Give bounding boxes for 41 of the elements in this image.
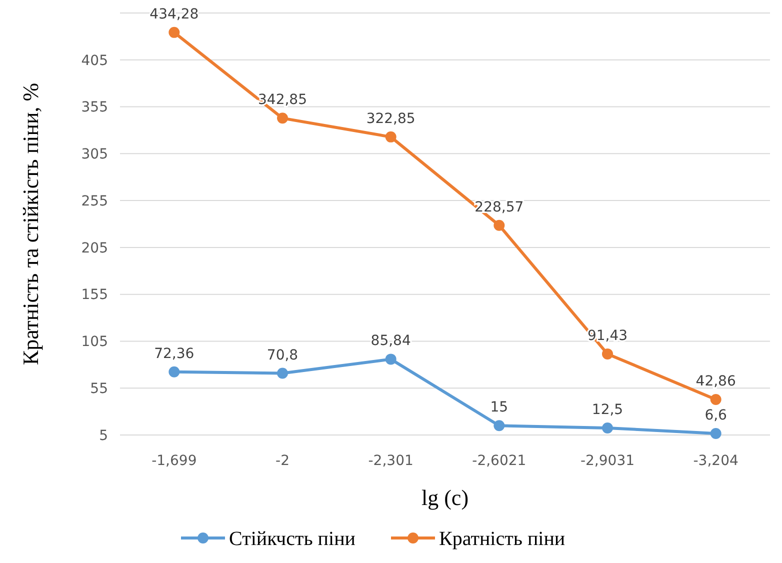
- data-label: 12,5: [592, 402, 624, 418]
- point: [602, 422, 613, 434]
- point: [385, 354, 396, 365]
- x-axis-title: lg (c): [421, 485, 469, 510]
- data-label: 6,6: [704, 408, 728, 424]
- legend-label: Стійкчсть піни: [229, 528, 356, 550]
- point: [385, 131, 396, 142]
- y-tick-label: 155: [81, 287, 108, 304]
- y-tick-label: 5: [99, 428, 108, 444]
- data-label: 72,36: [154, 346, 194, 362]
- data-label: 85,84: [370, 333, 411, 350]
- y-tick-label: 355: [81, 100, 108, 116]
- data-label: 342,85: [258, 92, 307, 108]
- x-tick-label: -1,699: [152, 453, 197, 469]
- y-tick-label: 255: [81, 193, 108, 210]
- point: [602, 348, 613, 360]
- data-label: 322,85: [366, 110, 416, 127]
- point: [277, 112, 288, 124]
- point: [710, 394, 722, 405]
- point: [494, 420, 505, 432]
- legend-label: Кратність піни: [439, 528, 566, 550]
- point: [168, 26, 180, 38]
- y-tick-label: 305: [81, 146, 108, 163]
- y-tick-label: 205: [81, 240, 108, 256]
- x-tick-label: -2: [276, 453, 290, 469]
- x-tick-label: -2,6021: [472, 453, 526, 469]
- data-label: 70,8: [266, 347, 298, 364]
- x-tick-label: -2,301: [368, 453, 414, 469]
- data-label: 42,86: [696, 373, 736, 390]
- data-label: 434,28: [150, 6, 199, 22]
- y-axis-title: Кратність та стійкість піни, %: [18, 82, 43, 366]
- point: [710, 428, 722, 439]
- point: [277, 368, 288, 379]
- x-tick-label: -3,204: [693, 453, 738, 469]
- y-tick-label: 105: [81, 334, 108, 350]
- x-tick-label: -2,9031: [580, 453, 635, 469]
- data-label: 15: [490, 400, 508, 416]
- y-tick-label: 55: [90, 381, 108, 398]
- point: [494, 220, 505, 231]
- y-tick-label: 405: [81, 52, 108, 69]
- point: [168, 366, 180, 378]
